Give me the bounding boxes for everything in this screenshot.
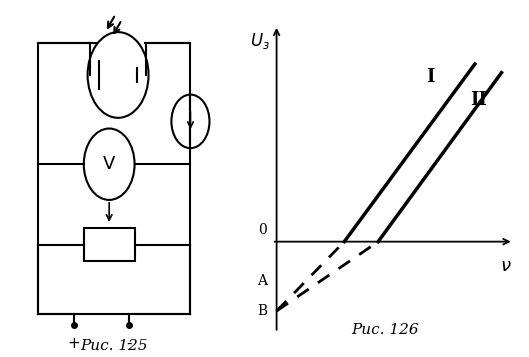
Text: $\nu$: $\nu$ (499, 257, 511, 275)
Text: II: II (470, 91, 487, 110)
Text: I: I (426, 68, 435, 86)
Text: B: B (257, 304, 267, 318)
Text: -: - (127, 336, 132, 351)
Text: Рис. 125: Рис. 125 (80, 340, 148, 353)
Text: +: + (67, 336, 80, 351)
Text: A: A (257, 274, 267, 288)
Text: 0: 0 (258, 223, 267, 237)
Text: Рис. 126: Рис. 126 (352, 323, 419, 337)
Text: $U_з$: $U_з$ (250, 31, 270, 51)
Text: V: V (103, 155, 115, 173)
Bar (84, 228, 134, 261)
